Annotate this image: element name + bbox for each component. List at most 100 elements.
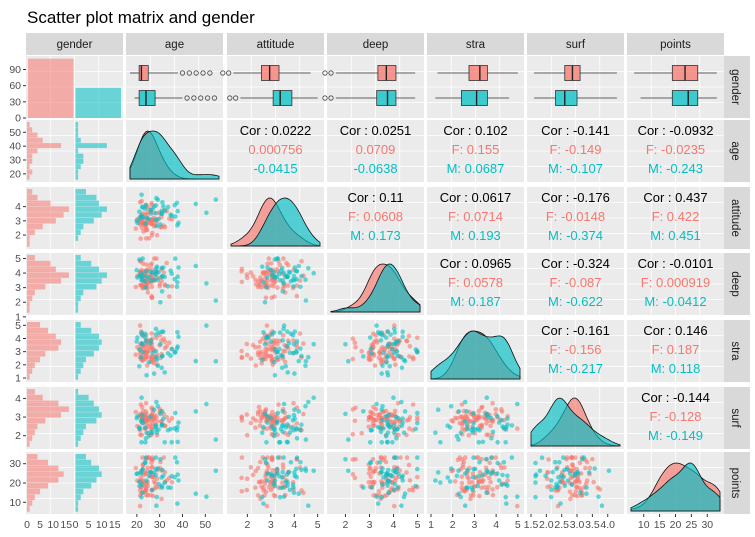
hist-bar-deep-M (75, 307, 79, 313)
point-points-stra-M (500, 472, 505, 478)
point-stra-age-M (139, 341, 144, 347)
point-attitude-age-F (137, 199, 143, 205)
point-surf-attitude-M (303, 404, 308, 409)
point-surf-attitude-M (306, 399, 311, 405)
hist-bar-attitude-F (27, 223, 43, 230)
point-points-stra-F (466, 476, 472, 482)
point-points-deep-M (369, 485, 375, 490)
hist-bar-points-F (27, 454, 38, 460)
point-surf-attitude-F (255, 412, 261, 417)
point-stra-deep-M (377, 331, 383, 337)
point-points-attitude-M (271, 481, 277, 487)
point-points-stra-F (468, 496, 473, 502)
point-stra-age-F (143, 352, 148, 358)
hist-bar-stra-F (27, 356, 41, 363)
hist-bar-points-F (27, 471, 64, 477)
hist-bar-surf-M (75, 406, 100, 412)
point-points-stra-M (505, 473, 510, 479)
point-deep-attitude-M (298, 284, 303, 290)
point-surf-deep-M (381, 426, 386, 431)
point-points-attitude-M (259, 494, 265, 500)
point-stra-age-M (134, 339, 139, 344)
point-surf-stra-F (459, 402, 465, 407)
point-surf-deep-F (350, 432, 356, 437)
point-points-stra-M (476, 473, 482, 479)
point-points-surf-F (564, 455, 570, 460)
point-stra-attitude-M (303, 359, 309, 364)
xtick-label-gender: 15 (60, 519, 72, 531)
point-stra-deep-F (404, 338, 409, 344)
hist-bar-age-M (75, 137, 81, 143)
point-stra-deep-M (369, 351, 375, 356)
point-points-deep-M (385, 480, 390, 485)
point-attitude-age-M (162, 208, 167, 213)
point-surf-attitude-M (277, 440, 282, 445)
point-surf-attitude-M (286, 414, 292, 420)
point-deep-attitude-F (275, 285, 280, 290)
point-stra-age-M (153, 332, 159, 337)
box-age-M (138, 90, 156, 106)
xtick-label-attitude: 2 (244, 519, 250, 531)
point-points-surf-M (554, 466, 559, 472)
point-stra-deep-M (390, 346, 395, 352)
hist-bar-points-F (27, 494, 35, 501)
hist-bar-age-F (27, 148, 38, 154)
point-surf-deep-M (383, 414, 389, 419)
outlier-attitude-M (227, 95, 233, 101)
point-points-deep-F (382, 455, 388, 460)
point-attitude-age-F (149, 200, 154, 206)
point-surf-attitude-F (280, 419, 285, 424)
point-stra-deep-M (385, 344, 390, 349)
point-points-deep-M (379, 470, 385, 475)
point-attitude-age-M (172, 202, 177, 208)
hist-bar-deep-F (27, 289, 35, 296)
point-surf-age-M (175, 424, 180, 430)
point-points-surf-M (599, 503, 605, 509)
xtick-label-stra: 2 (450, 519, 456, 531)
outlier-age-F (179, 70, 186, 76)
point-points-age-F (159, 496, 164, 502)
cor-female-attitude-deep: F: 0.0608 (348, 209, 403, 224)
ytick-label-stra: 2 (15, 359, 21, 371)
xtick-label-attitude: 5 (315, 519, 321, 531)
strip-top-label-deep: deep (363, 39, 389, 51)
point-points-attitude-M (280, 469, 286, 475)
point-attitude-age-M (161, 204, 166, 209)
hist-bar-deep-M (75, 301, 79, 307)
point-stra-attitude-F (275, 341, 280, 347)
point-points-stra-M (475, 483, 481, 489)
point-surf-attitude-F (291, 400, 296, 406)
hist-bar-age-M (75, 153, 84, 159)
point-points-deep-M (415, 466, 420, 472)
point-deep-attitude-M (264, 284, 269, 290)
point-attitude-age-M (155, 197, 161, 203)
point-surf-stra-F (450, 419, 456, 424)
point-points-deep-F (352, 475, 358, 481)
point-points-stra-M (499, 482, 504, 488)
cor-male-age-surf: M: -0.107 (548, 161, 603, 176)
strip-top-deep (327, 33, 424, 55)
point-surf-age-M (148, 414, 153, 420)
xtick-label-surf: 4.0 (600, 519, 615, 531)
point-stra-age-M (144, 373, 149, 378)
point-deep-attitude-F (260, 270, 266, 275)
point-deep-attitude-F (239, 266, 245, 272)
point-deep-attitude-M (303, 277, 308, 283)
point-stra-deep-M (392, 326, 397, 332)
strip-top-label-stra: stra (466, 39, 486, 51)
point-points-age-M (173, 455, 178, 460)
density-surf-M (530, 397, 621, 447)
point-deep-age-M (139, 270, 144, 276)
point-points-age-M (154, 503, 159, 509)
point-surf-age-M (169, 440, 174, 445)
point-points-age-F (133, 465, 139, 471)
point-stra-attitude-M (275, 349, 281, 355)
hist-bar-stra-F (27, 333, 56, 340)
point-points-stra-F (502, 465, 507, 470)
point-deep-attitude-F (248, 270, 254, 275)
point-deep-attitude-F (269, 278, 275, 284)
point-surf-stra-M (433, 430, 438, 436)
hist-bar-stra-M (75, 362, 84, 369)
point-stra-age-M (140, 349, 145, 355)
